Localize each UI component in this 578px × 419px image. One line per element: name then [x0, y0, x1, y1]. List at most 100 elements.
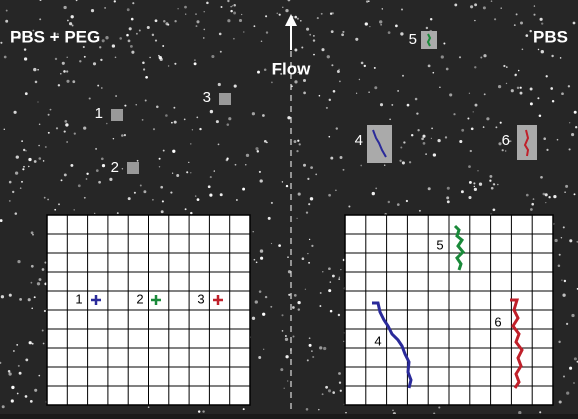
speckle — [21, 181, 23, 183]
speckle — [399, 160, 401, 162]
speckle — [341, 33, 344, 36]
speckle — [299, 143, 301, 145]
speckle — [552, 100, 554, 102]
speckle — [439, 87, 441, 89]
speckle — [330, 13, 332, 15]
speckle — [233, 12, 236, 15]
speckle — [282, 330, 284, 332]
speckle — [252, 231, 253, 232]
speckle — [16, 155, 19, 158]
particle-label: 5 — [409, 31, 417, 48]
speckle — [493, 208, 496, 211]
speckle — [311, 350, 313, 352]
speckle — [233, 38, 235, 40]
particle-box — [219, 93, 231, 105]
speckle — [66, 70, 68, 72]
speckle — [56, 127, 58, 129]
speckle — [11, 399, 14, 402]
speckle — [384, 165, 385, 166]
speckle — [30, 400, 33, 403]
speckle — [42, 268, 45, 271]
speckle — [538, 49, 539, 50]
speckle — [312, 356, 314, 358]
speckle — [31, 308, 33, 310]
speckle — [270, 306, 272, 308]
speckle — [281, 314, 283, 316]
speckle — [260, 179, 263, 182]
speckle — [28, 298, 31, 301]
speckle — [39, 124, 41, 126]
speckle — [24, 48, 26, 50]
speckle — [143, 68, 145, 70]
speckle — [491, 187, 494, 190]
speckle — [258, 356, 261, 359]
speckle — [252, 317, 255, 320]
speckle — [136, 33, 138, 35]
speckle — [438, 406, 440, 408]
speckle — [64, 173, 67, 176]
speckle — [497, 184, 499, 186]
speckle — [220, 193, 223, 196]
particle-label: 2 — [111, 159, 119, 176]
speckle — [246, 154, 249, 157]
speckle — [514, 24, 516, 26]
speckle — [516, 13, 518, 15]
speckle — [15, 171, 18, 174]
speckle — [204, 11, 205, 12]
speckle — [9, 200, 11, 202]
speckle — [545, 202, 546, 203]
speckle — [315, 174, 317, 176]
speckle — [307, 178, 309, 180]
speckle — [563, 376, 565, 378]
speckle — [132, 2, 134, 4]
speckle — [20, 187, 22, 189]
speckle — [329, 99, 331, 101]
speckle — [388, 31, 391, 34]
speckle — [338, 69, 339, 70]
speckle — [318, 409, 320, 411]
speckle — [287, 380, 288, 381]
speckle — [94, 213, 95, 214]
speckle — [268, 217, 271, 220]
speckle — [137, 160, 139, 162]
speckle — [520, 87, 522, 89]
speckle — [280, 368, 283, 371]
speckle — [6, 10, 8, 12]
speckle — [574, 357, 577, 360]
speckle — [95, 148, 97, 150]
speckle — [447, 187, 450, 190]
speckle — [343, 169, 345, 171]
speckle — [262, 114, 265, 117]
speckle — [419, 210, 421, 212]
speckle — [474, 3, 477, 6]
speckle — [32, 343, 34, 345]
particle-label: 3 — [203, 89, 211, 106]
speckle — [55, 58, 57, 60]
speckle — [140, 185, 142, 187]
speckle — [288, 294, 290, 296]
speckle — [228, 117, 231, 120]
speckle — [17, 260, 20, 263]
speckle — [506, 83, 507, 84]
speckle — [454, 3, 457, 6]
speckle — [339, 277, 340, 278]
speckle — [127, 8, 130, 11]
speckle — [9, 294, 12, 297]
speckle — [437, 139, 440, 142]
speckle — [21, 140, 23, 142]
speckle — [32, 234, 34, 236]
speckle — [459, 56, 461, 58]
speckle — [63, 6, 66, 9]
speckle — [500, 122, 502, 124]
speckle — [102, 164, 105, 167]
right-grid — [345, 215, 553, 405]
speckle — [518, 70, 520, 72]
speckle — [184, 6, 187, 9]
speckle — [484, 93, 486, 95]
speckle — [540, 18, 543, 21]
speckle — [321, 13, 323, 15]
speckle — [374, 86, 377, 89]
speckle — [174, 121, 177, 124]
speckle — [470, 150, 472, 152]
speckle — [45, 146, 47, 148]
